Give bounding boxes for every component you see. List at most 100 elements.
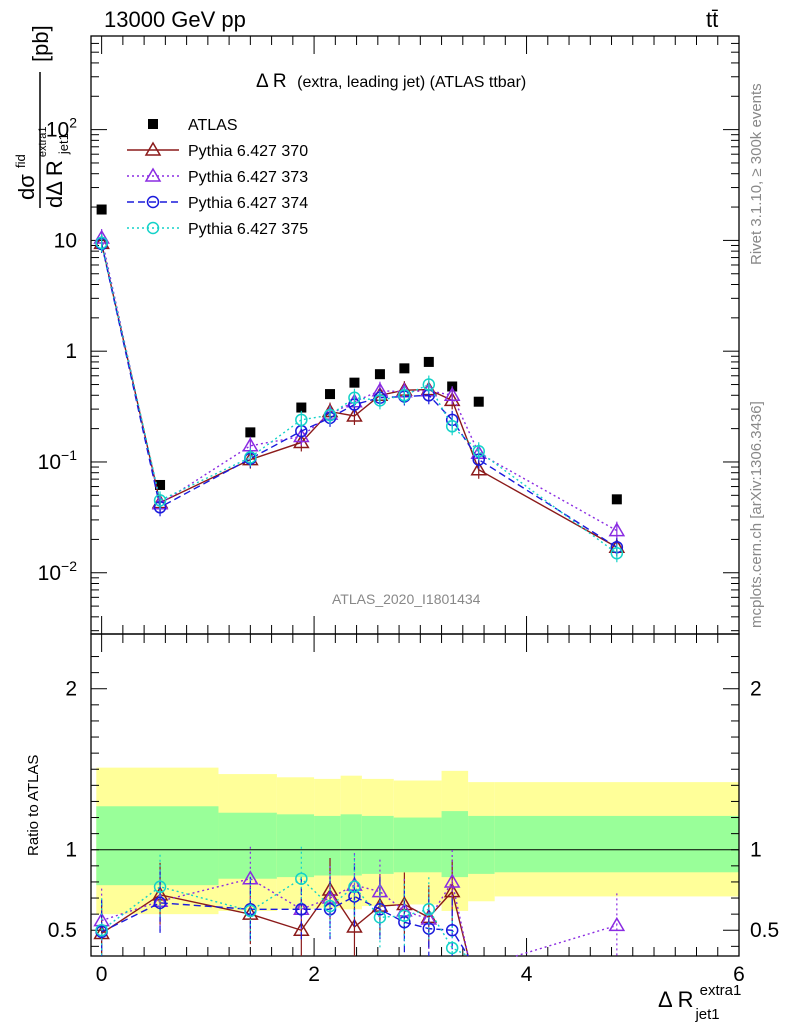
data-point-atlas (96, 204, 107, 215)
top-ylabel-unit: [pb] (28, 25, 53, 62)
ratio-band-inner (361, 815, 394, 874)
ratio-band-inner (276, 814, 315, 878)
x-axis-label-main: Δ R (658, 987, 693, 1012)
top-y-tick-label: 1 (65, 340, 77, 363)
legend-label-s373: Pythia 6.427 373 (188, 169, 308, 186)
x-tick-label: 0 (96, 963, 108, 986)
data-point-s375 (244, 451, 257, 464)
data-point-atlas (349, 377, 360, 388)
top-y-tick-label: 10 (54, 229, 77, 252)
ratio-y-tick-label-left: 0.5 (48, 919, 77, 942)
plot-title-sub: (extra, leading jet) (ATLAS ttbar) (297, 74, 526, 91)
data-point-s370 (443, 391, 461, 407)
data-point-s375 (398, 389, 411, 402)
ratio-point-s375 (323, 899, 337, 913)
top-y-tick-base: 10 (38, 451, 61, 474)
ratio-point-s373 (608, 916, 626, 932)
band-layer (96, 767, 739, 915)
legend-label-s374: Pythia 6.427 374 (188, 195, 308, 212)
data-point-s370 (470, 461, 488, 476)
top-ylabel-den-sup: extra1 (37, 126, 49, 157)
series-line-s374 (100, 243, 618, 548)
plot-title-main: Δ R (256, 71, 287, 92)
ratio-line-s374 (101, 895, 469, 957)
top-y-tick-label: 10−1 (38, 447, 78, 474)
ratio-y-tick-label-right: 0.5 (750, 919, 779, 942)
data-point-s375 (295, 413, 308, 427)
top-y-tick-exponent: −1 (61, 447, 77, 463)
legend-label-atlas: ATLAS (188, 117, 238, 134)
ratio-point-s375 (445, 941, 459, 955)
ratio-point-s375 (244, 904, 257, 918)
top-series-layer (93, 204, 626, 563)
legend-marker-s374 (146, 195, 160, 209)
process-label: tt̄ (706, 7, 718, 32)
data-point-atlas (473, 396, 484, 407)
ratio-band-inner (96, 806, 219, 886)
series-line-s373 (100, 237, 618, 532)
data-point-s375 (348, 391, 361, 404)
data-point-atlas (325, 389, 336, 400)
ratio-point-s375 (373, 911, 387, 924)
top-ylabel-lhs: dσ (14, 174, 39, 200)
ratio-point-s375 (295, 872, 308, 885)
ratio-point-s370 (346, 918, 363, 933)
x-axis-label: Δ R extra1 jet1 (658, 975, 747, 1023)
data-point-s375 (472, 444, 485, 458)
data-point-atlas (155, 479, 166, 490)
top-y-tick-exponent: 2 (69, 115, 77, 131)
top-ylabel-denominator: dΔ R jet1 extra1 (37, 126, 73, 208)
legend-marker-atlas (148, 119, 158, 129)
legend-label-s370: Pythia 6.427 370 (188, 143, 308, 160)
ratio-band-inner (393, 817, 442, 873)
top-y-tick-base: 10 (38, 562, 61, 585)
top-ylabel-den: dΔ R (42, 160, 67, 208)
top-y-tick-exponent: −2 (61, 558, 77, 574)
x-tick-label: 6 (733, 963, 745, 986)
ratio-series-layer (93, 846, 626, 957)
ratio-point-s374 (373, 903, 387, 916)
ratio-point-s375 (95, 923, 108, 937)
x-axis-label-sub: jet1 (694, 1006, 719, 1023)
data-point-atlas (611, 494, 622, 505)
ratio-point-s375 (348, 880, 361, 894)
ratio-band-inner (314, 815, 341, 876)
data-point-s375 (422, 378, 436, 391)
data-point-s375 (445, 420, 459, 433)
ratio-y-tick-label-right: 1 (750, 839, 762, 862)
ratio-point-s375 (153, 880, 167, 894)
legend-marker-s370 (144, 141, 162, 156)
legend-marker-s373 (144, 167, 162, 182)
ratio-band-inner (218, 812, 277, 879)
ratio-point-s374 (153, 896, 167, 910)
ratio-line-s375 (101, 877, 469, 957)
ratio-y-tick-label-left: 2 (65, 678, 77, 701)
top-y-tick-base: 10 (46, 119, 69, 142)
ratio-point-s374 (295, 903, 308, 916)
top-ylabel-sup: fid (13, 154, 28, 168)
top-ylabel-numerator: dσ fid (13, 154, 39, 200)
ratio-band-inner (494, 815, 739, 873)
top-y-tick-label: 10−2 (38, 558, 78, 585)
ratio-y-tick-label-left: 1 (65, 839, 77, 862)
legend-label-s375: Pythia 6.427 375 (188, 221, 308, 238)
ratio-y-tick-label-right: 2 (750, 678, 762, 701)
plot-title: Δ R (extra, leading jet) (ATLAS ttbar) (256, 71, 526, 92)
analysis-id-label: ATLAS_2020_I1801434 (332, 591, 481, 607)
top-y-tick-label: 102 (46, 115, 77, 142)
data-point-s373 (443, 386, 461, 402)
data-point-s375 (373, 394, 387, 407)
data-point-s370 (346, 407, 363, 422)
ratio-panel-frame (90, 633, 740, 957)
x-tick-label: 2 (308, 963, 320, 986)
data-point-atlas (399, 363, 410, 374)
ratio-point-s375 (422, 903, 436, 916)
ratio-point-s375 (398, 909, 411, 922)
x-tick-label: 4 (521, 963, 533, 986)
data-point-atlas (296, 402, 307, 413)
energy-label: 13000 GeV pp (104, 7, 246, 32)
x-axis-label-sup: extra1 (700, 982, 742, 999)
ratio-point-s374 (398, 915, 411, 929)
legend: ATLAS Pythia 6.427 370 Pythia 6.427 373 Pyt… (127, 117, 308, 238)
